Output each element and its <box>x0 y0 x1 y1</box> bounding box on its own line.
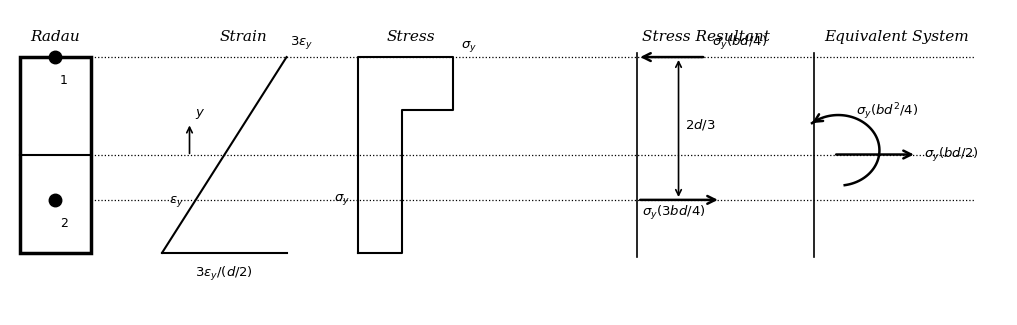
Text: $3\varepsilon_y$: $3\varepsilon_y$ <box>291 34 313 51</box>
Text: $3\varepsilon_y/(d/2)$: $3\varepsilon_y/(d/2)$ <box>195 266 253 283</box>
Text: 1: 1 <box>60 74 68 87</box>
Text: Radau: Radau <box>31 31 80 45</box>
Text: Equivalent System: Equivalent System <box>825 31 969 45</box>
Text: $\sigma_y(3bd/4)$: $\sigma_y(3bd/4)$ <box>643 204 706 222</box>
Text: $\varepsilon_y$: $\varepsilon_y$ <box>169 194 184 209</box>
Text: 2: 2 <box>60 217 68 230</box>
Text: Stress Resultant: Stress Resultant <box>642 31 770 45</box>
Text: $\sigma_y$: $\sigma_y$ <box>461 39 477 54</box>
Text: $y$: $y$ <box>195 107 205 121</box>
Text: Strain: Strain <box>220 31 267 45</box>
Text: Stress: Stress <box>386 31 435 45</box>
Text: $\sigma_y(bd/4)$: $\sigma_y(bd/4)$ <box>712 34 767 52</box>
Text: $2d/3$: $2d/3$ <box>685 117 716 132</box>
Text: $\sigma_y$: $\sigma_y$ <box>335 192 350 207</box>
Text: $\sigma_y(bd^2/4)$: $\sigma_y(bd^2/4)$ <box>856 101 918 122</box>
Text: $\sigma_y(bd/2)$: $\sigma_y(bd/2)$ <box>923 146 978 163</box>
Bar <box>20 57 91 253</box>
